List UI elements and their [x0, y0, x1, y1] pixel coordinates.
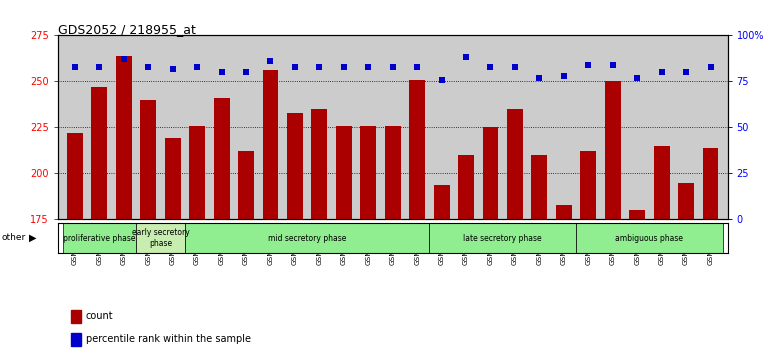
Bar — [604, 81, 621, 354]
Bar — [71, 333, 81, 346]
Point — [655, 69, 668, 75]
Bar — [507, 109, 523, 354]
Point — [69, 64, 81, 69]
Point — [411, 64, 424, 69]
Bar — [62, 223, 136, 253]
Bar — [576, 223, 723, 253]
Bar — [213, 98, 229, 354]
Text: late secretory phase: late secretory phase — [464, 234, 542, 242]
Point — [705, 64, 717, 69]
Text: other: other — [2, 233, 25, 242]
Bar — [116, 56, 132, 354]
Point — [387, 64, 399, 69]
Point — [680, 69, 692, 75]
Point — [631, 75, 644, 81]
Bar — [702, 148, 718, 354]
Point — [607, 62, 619, 68]
Text: mid secretory phase: mid secretory phase — [268, 234, 346, 242]
Point — [216, 69, 228, 75]
Text: GDS2052 / 218955_at: GDS2052 / 218955_at — [58, 23, 196, 36]
Bar — [136, 223, 185, 253]
Point — [313, 64, 326, 69]
Text: ambiguous phase: ambiguous phase — [615, 234, 684, 242]
Bar — [189, 126, 205, 354]
Point — [534, 75, 546, 81]
Text: early secretory
phase: early secretory phase — [132, 228, 189, 248]
Bar — [360, 126, 377, 354]
Text: count: count — [86, 312, 113, 321]
Bar — [430, 223, 576, 253]
Bar — [287, 113, 303, 354]
Bar — [556, 205, 572, 354]
Text: percentile rank within the sample: percentile rank within the sample — [86, 335, 251, 344]
Bar — [678, 183, 694, 354]
Bar — [434, 184, 450, 354]
Point — [118, 57, 130, 62]
Point — [582, 62, 594, 68]
Point — [166, 66, 179, 72]
Bar — [336, 126, 352, 354]
Bar — [92, 87, 107, 354]
Point — [93, 64, 105, 69]
Bar — [67, 133, 83, 354]
Bar — [140, 100, 156, 354]
Point — [239, 69, 252, 75]
Bar — [654, 146, 670, 354]
Point — [557, 73, 570, 79]
Point — [337, 64, 350, 69]
Bar — [71, 310, 81, 323]
Bar — [165, 138, 181, 354]
Point — [191, 64, 203, 69]
Bar — [483, 127, 498, 354]
Text: ▶: ▶ — [29, 233, 37, 243]
Bar — [629, 210, 645, 354]
Point — [436, 77, 448, 82]
Bar — [458, 155, 474, 354]
Point — [460, 55, 472, 60]
Bar — [238, 152, 254, 354]
Bar — [311, 109, 327, 354]
Bar — [263, 70, 279, 354]
Bar — [581, 152, 596, 354]
Bar — [409, 80, 425, 354]
Point — [484, 64, 497, 69]
Point — [289, 64, 301, 69]
Point — [264, 58, 276, 64]
Text: proliferative phase: proliferative phase — [63, 234, 136, 242]
Bar — [385, 126, 400, 354]
Point — [509, 64, 521, 69]
Point — [362, 64, 374, 69]
Bar — [531, 155, 547, 354]
Point — [142, 64, 154, 69]
Bar — [185, 223, 430, 253]
